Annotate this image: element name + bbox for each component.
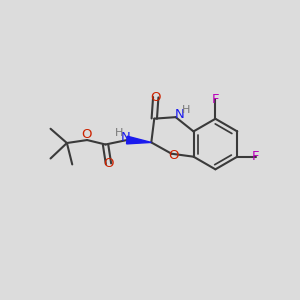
Text: F: F	[212, 93, 219, 106]
Text: O: O	[151, 91, 161, 104]
Text: O: O	[168, 149, 178, 162]
Text: O: O	[81, 128, 92, 141]
Text: H: H	[182, 105, 190, 115]
Text: H: H	[114, 128, 123, 138]
Text: N: N	[121, 130, 130, 144]
Text: N: N	[174, 108, 184, 121]
Polygon shape	[127, 136, 151, 144]
Text: F: F	[252, 150, 260, 163]
Text: O: O	[103, 157, 114, 170]
